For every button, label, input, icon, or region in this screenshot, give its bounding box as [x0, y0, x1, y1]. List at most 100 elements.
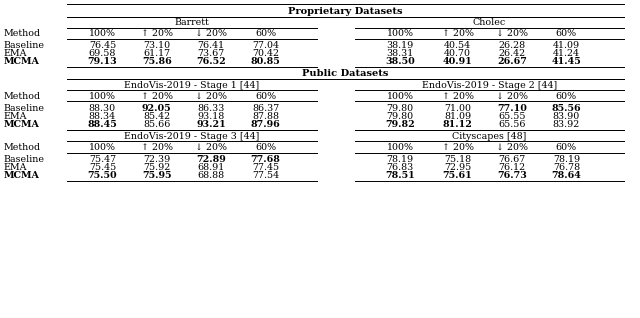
Text: 76.73: 76.73	[497, 171, 527, 180]
Text: 72.95: 72.95	[444, 163, 471, 172]
Text: 76.78: 76.78	[553, 163, 580, 172]
Text: 75.86: 75.86	[142, 57, 172, 66]
Text: ↑ 20%: ↑ 20%	[141, 92, 173, 100]
Text: 79.13: 79.13	[88, 57, 117, 66]
Text: 100%: 100%	[89, 92, 116, 100]
Text: 26.42: 26.42	[499, 49, 525, 58]
Text: ↑ 20%: ↑ 20%	[442, 92, 474, 100]
Text: 76.52: 76.52	[196, 57, 226, 66]
Text: 60%: 60%	[255, 92, 276, 100]
Text: 81.12: 81.12	[443, 120, 472, 128]
Text: Method: Method	[3, 29, 40, 38]
Text: 78.64: 78.64	[552, 171, 581, 180]
Text: Baseline: Baseline	[3, 104, 44, 113]
Text: 85.56: 85.56	[552, 104, 581, 113]
Text: 88.45: 88.45	[88, 120, 117, 128]
Text: 85.66: 85.66	[143, 120, 170, 128]
Text: 70.42: 70.42	[252, 49, 279, 58]
Text: 93.18: 93.18	[198, 112, 225, 121]
Text: Method: Method	[3, 143, 40, 152]
Text: ↓ 20%: ↓ 20%	[195, 92, 227, 100]
Text: MCMA: MCMA	[3, 120, 39, 128]
Text: 60%: 60%	[255, 143, 276, 152]
Text: 81.09: 81.09	[444, 112, 471, 121]
Text: MCMA: MCMA	[3, 171, 39, 180]
Text: 40.54: 40.54	[444, 41, 471, 50]
Text: 73.10: 73.10	[143, 41, 170, 50]
Text: EMA: EMA	[3, 163, 27, 172]
Text: 68.91: 68.91	[198, 163, 225, 172]
Text: 75.45: 75.45	[89, 163, 116, 172]
Text: 40.91: 40.91	[443, 57, 472, 66]
Text: 65.55: 65.55	[499, 112, 525, 121]
Text: EMA: EMA	[3, 49, 27, 58]
Text: ↑ 20%: ↑ 20%	[141, 143, 173, 152]
Text: 41.09: 41.09	[553, 41, 580, 50]
Text: Barrett: Barrett	[175, 18, 209, 27]
Text: 77.45: 77.45	[252, 163, 279, 172]
Text: 38.31: 38.31	[387, 49, 413, 58]
Text: MCMA: MCMA	[3, 57, 39, 66]
Text: ↑ 20%: ↑ 20%	[141, 29, 173, 38]
Text: 38.19: 38.19	[387, 41, 413, 50]
Text: ↓ 20%: ↓ 20%	[496, 29, 528, 38]
Text: Baseline: Baseline	[3, 41, 44, 50]
Text: 73.67: 73.67	[198, 49, 225, 58]
Text: 40.70: 40.70	[444, 49, 471, 58]
Text: 83.92: 83.92	[553, 120, 580, 128]
Text: 76.12: 76.12	[499, 163, 525, 172]
Text: 77.54: 77.54	[252, 171, 279, 180]
Text: 100%: 100%	[387, 92, 413, 100]
Text: 85.42: 85.42	[143, 112, 170, 121]
Text: 92.05: 92.05	[142, 104, 172, 113]
Text: 86.33: 86.33	[198, 104, 225, 113]
Text: ↓ 20%: ↓ 20%	[496, 143, 528, 152]
Text: 60%: 60%	[556, 92, 577, 100]
Text: 86.37: 86.37	[252, 104, 279, 113]
Text: 77.04: 77.04	[252, 41, 279, 50]
Text: Baseline: Baseline	[3, 156, 44, 164]
Text: Cholec: Cholec	[473, 18, 506, 27]
Text: 80.85: 80.85	[251, 57, 280, 66]
Text: 60%: 60%	[556, 143, 577, 152]
Text: 68.88: 68.88	[198, 171, 225, 180]
Text: ↓ 20%: ↓ 20%	[195, 143, 227, 152]
Text: ↑ 20%: ↑ 20%	[442, 143, 474, 152]
Text: ↓ 20%: ↓ 20%	[496, 92, 528, 100]
Text: 26.67: 26.67	[497, 57, 527, 66]
Text: 75.61: 75.61	[443, 171, 472, 180]
Text: 76.67: 76.67	[499, 156, 525, 164]
Text: EndoVis-2019 - Stage 3 [44]: EndoVis-2019 - Stage 3 [44]	[124, 132, 260, 141]
Text: 61.17: 61.17	[143, 49, 170, 58]
Text: 75.18: 75.18	[444, 156, 471, 164]
Text: 41.45: 41.45	[552, 57, 581, 66]
Text: 83.90: 83.90	[553, 112, 580, 121]
Text: 69.58: 69.58	[89, 49, 116, 58]
Text: 60%: 60%	[556, 29, 577, 38]
Text: 77.68: 77.68	[251, 156, 280, 164]
Text: EndoVis-2019 - Stage 1 [44]: EndoVis-2019 - Stage 1 [44]	[124, 81, 260, 90]
Text: 100%: 100%	[89, 143, 116, 152]
Text: 78.19: 78.19	[387, 156, 413, 164]
Text: 78.51: 78.51	[385, 171, 415, 180]
Text: 87.96: 87.96	[251, 120, 280, 128]
Text: EMA: EMA	[3, 112, 27, 121]
Text: 75.50: 75.50	[88, 171, 117, 180]
Text: 93.21: 93.21	[196, 120, 226, 128]
Text: EndoVis-2019 - Stage 2 [44]: EndoVis-2019 - Stage 2 [44]	[422, 81, 557, 90]
Text: 88.30: 88.30	[89, 104, 116, 113]
Text: ↑ 20%: ↑ 20%	[442, 29, 474, 38]
Text: 71.00: 71.00	[444, 104, 471, 113]
Text: 76.41: 76.41	[198, 41, 225, 50]
Text: 76.83: 76.83	[387, 163, 413, 172]
Text: 26.28: 26.28	[499, 41, 525, 50]
Text: 100%: 100%	[89, 29, 116, 38]
Text: 72.89: 72.89	[196, 156, 226, 164]
Text: 87.88: 87.88	[252, 112, 279, 121]
Text: Public Datasets: Public Datasets	[303, 69, 388, 78]
Text: Cityscapes [48]: Cityscapes [48]	[452, 132, 527, 141]
Text: ↓ 20%: ↓ 20%	[195, 29, 227, 38]
Text: 60%: 60%	[255, 29, 276, 38]
Text: 78.19: 78.19	[553, 156, 580, 164]
Text: 41.24: 41.24	[553, 49, 580, 58]
